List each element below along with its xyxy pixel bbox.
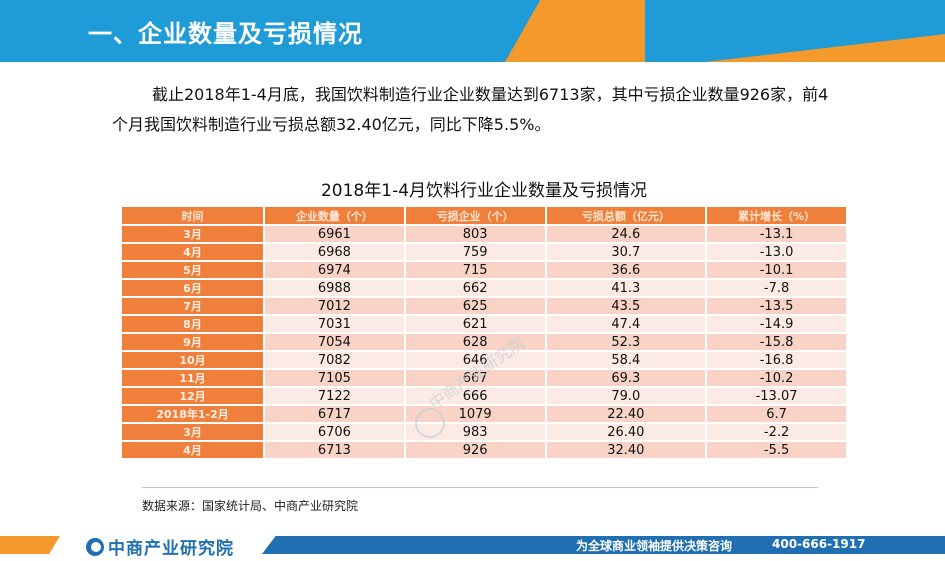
row-cumulative-growth: -7.8 [707,280,846,296]
row-loss-enterprises: 662 [405,280,545,296]
table-header-row: 时间 企业数量（个） 亏损企业（个） 亏损总额（亿元） 累计增长（%） [122,207,846,224]
row-loss-enterprises: 646 [405,352,545,368]
row-loss-enterprises: 667 [405,370,545,386]
row-loss-total: 22.40 [546,406,706,422]
row-time: 4月 [122,442,263,458]
table-title: 2018年1-4月饮料行业企业数量及亏损情况 [320,181,648,201]
row-time: 9月 [122,334,263,350]
row-loss-total: 24.6 [546,226,706,242]
footer-phone: 400-666-1917 [772,537,866,551]
table-row: 6月 6988 662 41.3 -7.8 [122,280,846,296]
table-row: 4月 6968 759 30.7 -13.0 [122,244,846,260]
section-title: 一、企业数量及亏损情况 [88,20,363,48]
table-bottom-rule [142,487,818,488]
row-time: 12月 [122,388,263,404]
row-loss-total: 32.40 [546,442,706,458]
row-enterprise-count: 6961 [265,226,404,242]
row-time: 2018年1-2月 [122,406,263,422]
row-time: 8月 [122,316,263,332]
row-time: 11月 [122,370,263,386]
row-loss-enterprises: 803 [405,226,545,242]
row-loss-total: 69.3 [546,370,706,386]
row-loss-enterprises: 715 [405,262,545,278]
footer-blue-band [262,536,945,554]
row-cumulative-growth: -10.1 [707,262,846,278]
row-cumulative-growth: -2.2 [707,424,846,440]
row-enterprise-count: 7012 [265,298,404,314]
row-enterprise-count: 6717 [265,406,404,422]
table-row: 3月 6706 983 26.40 -2.2 [122,424,846,440]
row-enterprise-count: 6968 [265,244,404,260]
row-loss-total: 47.4 [546,316,706,332]
row-time: 10月 [122,352,263,368]
row-loss-total: 43.5 [546,298,706,314]
row-cumulative-growth: -14.9 [707,316,846,332]
footer-orange-stripe [0,536,60,554]
data-table: 时间 企业数量（个） 亏损企业（个） 亏损总额（亿元） 累计增长（%） 3月 69… [120,205,848,460]
table-row: 3月 6961 803 24.6 -13.1 [122,226,846,242]
table-row: 7月 7012 625 43.5 -13.5 [122,298,846,314]
row-cumulative-growth: 6.7 [707,406,846,422]
row-enterprise-count: 6974 [265,262,404,278]
row-loss-total: 79.0 [546,388,706,404]
watermark-logo-icon [415,408,445,438]
row-loss-enterprises: 926 [405,442,545,458]
row-cumulative-growth: -13.0 [707,244,846,260]
row-time: 3月 [122,424,263,440]
table-row: 2018年1-2月 6717 1079 22.40 6.7 [122,406,846,422]
row-time: 7月 [122,298,263,314]
row-loss-enterprises: 625 [405,298,545,314]
row-loss-total: 30.7 [546,244,706,260]
row-time: 6月 [122,280,263,296]
row-loss-total: 36.6 [546,262,706,278]
row-loss-total: 52.3 [546,334,706,350]
footer-logo-text: 中商产业研究院 [108,539,234,559]
company-logo-icon [86,537,104,556]
row-enterprise-count: 6988 [265,280,404,296]
row-enterprise-count: 7054 [265,334,404,350]
row-enterprise-count: 7122 [265,388,404,404]
row-loss-enterprises: 621 [405,316,545,332]
table-row: 12月 7122 666 79.0 -13.07 [122,388,846,404]
footer-slogan: 为全球商业领袖提供决策咨询 [576,539,733,553]
row-cumulative-growth: -16.8 [707,352,846,368]
header-banner: 一、企业数量及亏损情况 [0,0,945,62]
row-enterprise-count: 7082 [265,352,404,368]
table-row: 9月 7054 628 52.3 -15.8 [122,334,846,350]
row-loss-enterprises: 628 [405,334,545,350]
row-cumulative-growth: -15.8 [707,334,846,350]
row-cumulative-growth: -5.5 [707,442,846,458]
footer-logo: 中商产业研究院 [86,534,234,559]
row-enterprise-count: 6713 [265,442,404,458]
row-loss-enterprises: 666 [405,388,545,404]
header-enterprise-count: 企业数量（个） [265,207,404,224]
header-cumulative-growth: 累计增长（%） [707,207,846,224]
row-time: 4月 [122,244,263,260]
row-time: 3月 [122,226,263,242]
data-source-note: 数据来源：国家统计局、中商产业研究院 [142,499,359,513]
header-loss-enterprises: 亏损企业（个） [405,207,545,224]
header-time: 时间 [122,207,263,224]
table-row: 10月 7082 646 58.4 -16.8 [122,352,846,368]
intro-paragraph: 截止2018年1-4月底，我国饮料制造行业企业数量达到6713家，其中亏损企业数… [112,85,829,134]
table-row: 11月 7105 667 69.3 -10.2 [122,370,846,386]
table-row: 5月 6974 715 36.6 -10.1 [122,262,846,278]
row-loss-enterprises: 759 [405,244,545,260]
table-row: 4月 6713 926 32.40 -5.5 [122,442,846,458]
row-enterprise-count: 7105 [265,370,404,386]
row-loss-total: 58.4 [546,352,706,368]
row-cumulative-growth: -13.5 [707,298,846,314]
row-enterprise-count: 7031 [265,316,404,332]
row-enterprise-count: 6706 [265,424,404,440]
row-cumulative-growth: -13.1 [707,226,846,242]
row-cumulative-growth: -13.07 [707,388,846,404]
row-cumulative-growth: -10.2 [707,370,846,386]
row-loss-total: 41.3 [546,280,706,296]
table-row: 8月 7031 621 47.4 -14.9 [122,316,846,332]
row-loss-total: 26.40 [546,424,706,440]
row-time: 5月 [122,262,263,278]
footer-bar: 中商产业研究院 为全球商业领袖提供决策咨询 400-666-1917 [0,531,945,561]
header-loss-total: 亏损总额（亿元） [546,207,706,224]
